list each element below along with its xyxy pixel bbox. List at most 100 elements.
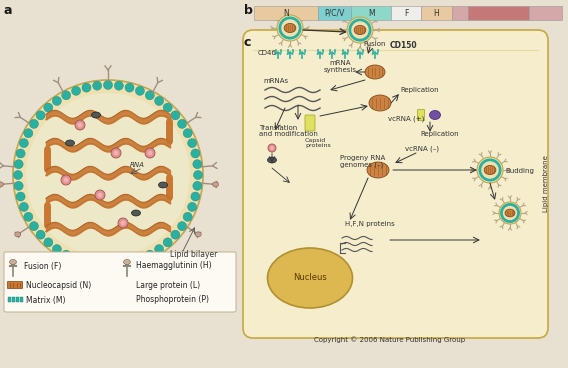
Text: Copyright © 2006 Nature Publishing Group: Copyright © 2006 Nature Publishing Group [315, 336, 466, 343]
FancyBboxPatch shape [417, 110, 424, 120]
Bar [421, 6, 452, 20]
Circle shape [36, 230, 45, 239]
Circle shape [30, 119, 39, 128]
Text: mRNA: mRNA [329, 60, 351, 66]
Ellipse shape [369, 95, 391, 111]
Circle shape [268, 144, 276, 152]
Text: Matrix (M): Matrix (M) [26, 296, 65, 304]
Text: Large protein (L): Large protein (L) [136, 280, 200, 290]
Ellipse shape [124, 297, 133, 303]
Circle shape [52, 245, 61, 254]
Text: Budding: Budding [505, 168, 534, 174]
Ellipse shape [484, 166, 496, 174]
Bar [351, 6, 391, 20]
Bar [391, 6, 421, 20]
Text: Fusion (F): Fusion (F) [24, 262, 61, 270]
Circle shape [171, 230, 180, 239]
Circle shape [16, 149, 25, 158]
Circle shape [163, 238, 172, 247]
Text: Replication: Replication [400, 87, 438, 93]
Ellipse shape [54, 268, 60, 273]
Bar [468, 6, 528, 20]
Bar [16, 297, 19, 302]
Circle shape [193, 160, 202, 169]
Circle shape [135, 86, 144, 95]
Ellipse shape [0, 182, 3, 187]
Circle shape [171, 111, 180, 120]
Text: Lipid membrane: Lipid membrane [543, 156, 549, 212]
Circle shape [93, 260, 102, 269]
FancyBboxPatch shape [4, 252, 236, 312]
Circle shape [62, 250, 70, 259]
Ellipse shape [65, 140, 74, 146]
Circle shape [52, 96, 61, 105]
Circle shape [103, 81, 112, 89]
Circle shape [82, 83, 91, 92]
Text: proteins: proteins [305, 143, 331, 148]
Circle shape [16, 192, 25, 201]
Text: CD150: CD150 [390, 41, 417, 50]
Text: vcRNA (–): vcRNA (–) [405, 145, 439, 152]
Text: Lipid bilayer: Lipid bilayer [170, 250, 218, 259]
Ellipse shape [212, 182, 219, 187]
Circle shape [135, 255, 144, 263]
Bar [318, 6, 351, 20]
Text: c: c [244, 36, 252, 49]
Text: H: H [433, 8, 439, 18]
Circle shape [24, 212, 33, 221]
Circle shape [477, 157, 503, 183]
Circle shape [499, 202, 521, 224]
Ellipse shape [365, 65, 385, 79]
Bar [528, 6, 562, 20]
Circle shape [64, 177, 69, 183]
Circle shape [183, 212, 192, 221]
Ellipse shape [354, 25, 366, 35]
Circle shape [111, 148, 121, 158]
Circle shape [103, 261, 112, 269]
Circle shape [114, 151, 119, 156]
Circle shape [191, 192, 200, 201]
Circle shape [14, 160, 23, 169]
Circle shape [148, 151, 152, 156]
Circle shape [118, 218, 128, 228]
Text: F: F [404, 8, 408, 18]
Circle shape [193, 181, 202, 190]
Circle shape [72, 86, 81, 95]
Circle shape [14, 170, 23, 180]
Ellipse shape [10, 259, 16, 265]
Circle shape [14, 181, 23, 190]
Text: Nucleus: Nucleus [293, 273, 327, 283]
Circle shape [145, 250, 154, 259]
Ellipse shape [429, 110, 441, 120]
Text: H,F,N proteins: H,F,N proteins [345, 221, 395, 227]
Text: RNA: RNA [130, 162, 145, 168]
Bar [254, 6, 318, 20]
Ellipse shape [505, 209, 515, 217]
Circle shape [178, 222, 186, 231]
Text: synthesis: synthesis [324, 67, 357, 73]
Circle shape [270, 146, 274, 150]
Text: Replication: Replication [420, 131, 458, 137]
Circle shape [62, 91, 70, 100]
Bar [20, 297, 23, 302]
Circle shape [95, 190, 105, 200]
Bar [12, 297, 15, 302]
Text: Phosphoprotein (P): Phosphoprotein (P) [136, 296, 209, 304]
Text: genomes (–): genomes (–) [340, 161, 383, 167]
Circle shape [30, 222, 39, 231]
Ellipse shape [268, 157, 277, 163]
Ellipse shape [195, 232, 201, 237]
Circle shape [75, 120, 85, 130]
Text: Fusion: Fusion [363, 41, 386, 47]
Circle shape [98, 192, 102, 198]
Ellipse shape [367, 162, 389, 178]
Circle shape [145, 91, 154, 100]
Bar [452, 6, 468, 20]
Text: mRNAs: mRNAs [263, 78, 288, 84]
Circle shape [82, 258, 91, 267]
Circle shape [187, 202, 197, 211]
Circle shape [19, 139, 28, 148]
Text: b: b [244, 4, 253, 17]
Circle shape [145, 148, 155, 158]
Text: Progeny RNA: Progeny RNA [340, 155, 385, 161]
